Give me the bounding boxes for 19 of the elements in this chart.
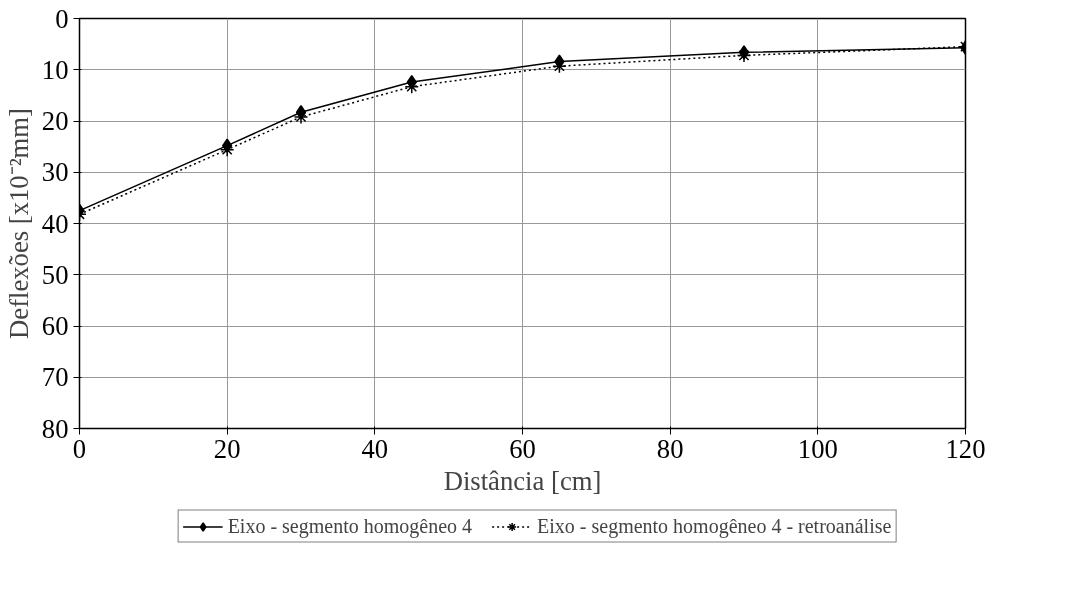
y-tick-label: 40 bbox=[41, 208, 69, 239]
legend-label: Eixo - segmento homogêneo 4 - retroanálise bbox=[537, 514, 892, 538]
y-tick-label: 0 bbox=[55, 3, 69, 34]
y-axis-title: Deflexões [x10⁻²mm] bbox=[3, 108, 34, 339]
y-tick-label: 60 bbox=[41, 311, 69, 341]
x-axis-title: Distância [cm] bbox=[443, 465, 602, 496]
x-tick-label: 80 bbox=[656, 433, 684, 464]
y-tick-label: 80 bbox=[41, 413, 69, 444]
y-tick-label: 70 bbox=[41, 362, 69, 393]
x-tick-label: 60 bbox=[509, 433, 536, 464]
y-tick-label: 30 bbox=[41, 157, 69, 188]
y-tick-label: 50 bbox=[41, 259, 69, 290]
x-tick-label: 20 bbox=[213, 433, 241, 464]
legend-label: Eixo - segmento homogêneo 4 bbox=[227, 514, 473, 538]
x-tick-label: 40 bbox=[361, 433, 389, 464]
y-tick-label: 10 bbox=[41, 54, 69, 85]
x-tick-label: 120 bbox=[945, 433, 986, 464]
x-tick-label: 100 bbox=[797, 433, 838, 464]
y-tick-label: 20 bbox=[41, 106, 69, 136]
